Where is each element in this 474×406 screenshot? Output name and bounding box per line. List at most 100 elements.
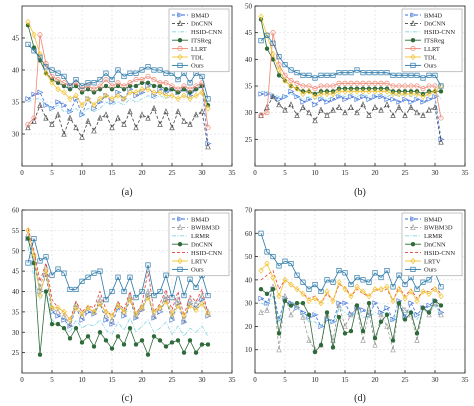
series-ours-point	[384, 70, 390, 76]
x-tick-label: 25	[402, 376, 410, 384]
x-tick-label: 35	[462, 169, 470, 177]
series-llrt-point	[342, 80, 348, 86]
series-ours-point	[324, 72, 330, 78]
series-ours-point	[25, 41, 31, 47]
series-dncnn-point	[91, 344, 97, 349]
y-tick-label: 30	[12, 131, 20, 139]
series-ours-point	[139, 288, 145, 295]
series-ours-point	[181, 293, 187, 299]
series-tdl-point	[312, 93, 318, 100]
x-tick-label: 30	[199, 169, 207, 177]
series-dncnn-point	[336, 103, 342, 110]
series-dncnn-point	[414, 109, 420, 116]
series-dncnn-point	[354, 109, 360, 116]
series-dncnn-point	[270, 286, 276, 292]
series-bm4d-point	[25, 96, 32, 102]
series-llrt-point	[330, 83, 336, 89]
series-ours-point	[426, 72, 432, 78]
series-dncnn-point	[420, 305, 426, 311]
series-ours-point	[426, 277, 432, 283]
series-ours-point	[145, 262, 151, 268]
series-dncnn-point	[366, 300, 372, 306]
legend-point	[410, 241, 416, 247]
series-ours-point	[312, 281, 318, 288]
series-dncnn-point	[133, 342, 139, 347]
series-dncnn-point	[187, 338, 193, 343]
series-llrt-point	[157, 80, 163, 86]
series-dncnn-point	[438, 303, 444, 308]
series-bwbm3d-point	[175, 296, 181, 303]
x-tick-label: 10	[79, 169, 87, 177]
series-dncnn-point	[103, 111, 109, 118]
series-lrtv-point	[294, 285, 300, 293]
series-lrtv-point	[79, 310, 85, 318]
series-dncnn-point	[97, 114, 103, 121]
series-bm4d-point	[354, 96, 361, 102]
series-tdl-point	[258, 13, 264, 20]
series-bwbm3d-point	[163, 292, 169, 299]
legend-label: Ours	[424, 63, 437, 70]
series-dncnn-point	[288, 101, 294, 108]
series-bm4d-point	[145, 292, 152, 299]
legend-point	[177, 12, 184, 18]
series-llrt-point	[348, 80, 354, 86]
series-llrt-point	[31, 115, 37, 121]
y-tick-label: 45	[245, 29, 253, 37]
series-ours-point	[115, 274, 121, 280]
series-tdl-point	[103, 92, 109, 99]
series-ours-point	[91, 270, 97, 276]
series-llrt-point	[37, 32, 43, 38]
series-bm4d-point	[121, 313, 128, 319]
series-ours-point	[330, 279, 336, 285]
series-lrtv-point	[109, 312, 115, 320]
series-tdl-point	[127, 89, 133, 96]
series-ours-point	[103, 70, 109, 76]
series-lrtv-point	[354, 283, 360, 291]
series-lrtv-point	[300, 290, 306, 298]
series-lrtv-point	[378, 285, 384, 293]
series-tdl-point	[438, 82, 444, 90]
series-ours-point	[187, 80, 193, 86]
series-llrt-point	[175, 86, 181, 92]
series-tdl-point	[396, 90, 402, 98]
x-tick-label: 10	[79, 376, 87, 384]
series-tdl-point	[330, 90, 336, 98]
y-tick-label: 35	[12, 99, 20, 107]
series-dncnn-point	[282, 106, 288, 113]
series-dncnn-point	[91, 127, 97, 134]
series-ours-point	[85, 80, 91, 86]
series-bm4d-point	[169, 317, 176, 323]
legend-label: TDL	[191, 54, 204, 61]
series-ours-point	[163, 272, 169, 278]
y-tick-label: 30	[12, 329, 20, 337]
series-bm4d-point	[282, 94, 289, 100]
legend-point	[410, 12, 417, 18]
series-llrt-point	[139, 77, 145, 83]
series-bm4d-point	[31, 91, 38, 97]
series-ours-point	[354, 274, 360, 281]
series-tdl	[258, 13, 444, 100]
y-tick-label: 45	[12, 268, 20, 276]
series-ours-point	[402, 281, 408, 288]
series-dncnn-point	[264, 291, 270, 297]
legend-point	[177, 46, 183, 52]
series-bm4d-point	[55, 313, 62, 319]
legend-label: ITSReg	[191, 38, 212, 45]
series-dncnn-point	[193, 111, 199, 118]
series-bm4d-point	[43, 102, 50, 108]
series-lrtv-point	[67, 316, 73, 324]
x-tick-label: 20	[372, 376, 380, 384]
series-dncnn-point	[360, 101, 366, 108]
series-bm4d-point	[103, 317, 110, 323]
series-dncnn-point	[396, 300, 402, 306]
series-ours-point	[372, 270, 378, 276]
series-bm4d-point	[372, 300, 379, 306]
series-ours-point	[169, 295, 175, 301]
series-ours-point	[175, 77, 181, 83]
series-bm4d-point	[37, 89, 44, 96]
series-bm4d-point	[324, 99, 331, 105]
y-tick-label: 50	[12, 247, 20, 255]
series-bwbm3d-point	[342, 323, 348, 329]
